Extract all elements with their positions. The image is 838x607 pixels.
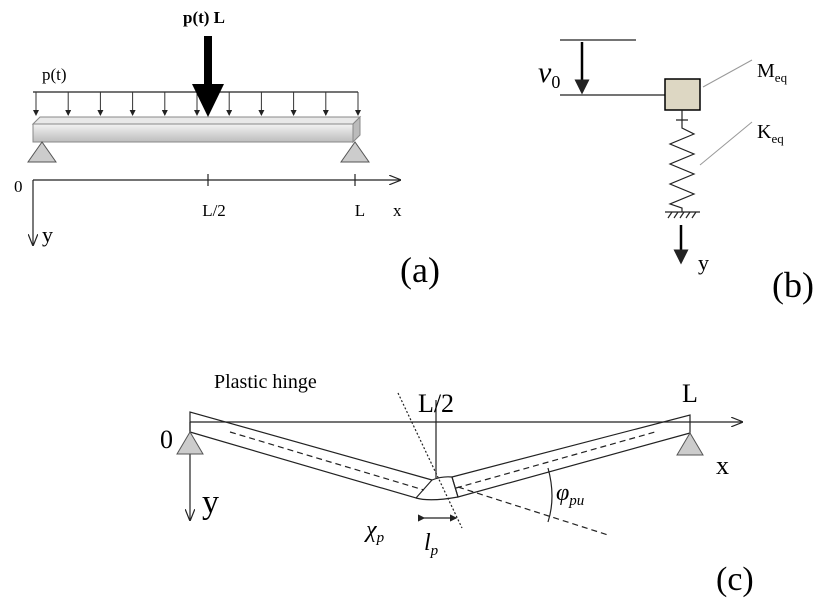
panel-c: 0 L/2 L x y Plastic hinge χp lp φpu (c) bbox=[160, 371, 754, 598]
sub: p bbox=[430, 543, 439, 559]
hinge bbox=[415, 476, 459, 501]
support bbox=[340, 141, 370, 163]
curvature-label: χp bbox=[364, 517, 385, 546]
base: χ bbox=[364, 517, 378, 543]
beam-left bbox=[189, 411, 434, 499]
hinge-label: Plastic hinge bbox=[214, 371, 317, 393]
base: l bbox=[424, 530, 431, 556]
x-label: x bbox=[393, 201, 402, 220]
angle-arc bbox=[547, 467, 553, 523]
sub: eq bbox=[775, 70, 788, 85]
support bbox=[176, 431, 204, 455]
origin-label: 0 bbox=[14, 177, 23, 196]
beam-right bbox=[451, 414, 691, 498]
displacement-label: v0 bbox=[538, 56, 560, 92]
panel-a: p(t) L p(t) 0 L/2 L x y (a) bbox=[14, 8, 440, 290]
y-label: y bbox=[202, 484, 219, 521]
end-label: L bbox=[355, 201, 365, 220]
panel-b: v0 y Meq Keq (b) bbox=[538, 39, 814, 305]
leader bbox=[699, 121, 753, 166]
point-load-label: p(t) L bbox=[183, 8, 225, 27]
beam bbox=[32, 123, 354, 143]
panel-label: (b) bbox=[772, 265, 814, 305]
point-load-head bbox=[192, 84, 224, 117]
load-label: p(t) bbox=[42, 65, 67, 84]
leader bbox=[702, 59, 753, 88]
mid-label: L/2 bbox=[418, 389, 454, 418]
extension bbox=[457, 486, 609, 536]
hinge-leader bbox=[397, 392, 463, 529]
end-label: L bbox=[682, 379, 698, 408]
mass-label: Meq bbox=[757, 60, 788, 85]
rotation-label: φpu bbox=[556, 480, 584, 509]
sub: eq bbox=[771, 131, 784, 146]
support bbox=[27, 141, 57, 163]
panel-label: (a) bbox=[400, 250, 440, 290]
length-label: lp bbox=[424, 530, 439, 559]
beam-side bbox=[352, 115, 361, 144]
support bbox=[676, 432, 704, 456]
beam-top bbox=[31, 116, 362, 125]
panel-label: (c) bbox=[716, 561, 754, 598]
sub: p bbox=[376, 530, 385, 546]
x-label: x bbox=[716, 451, 729, 480]
base: K bbox=[757, 121, 772, 143]
axis-dashed bbox=[229, 431, 656, 491]
stiffness-label: Keq bbox=[757, 121, 784, 146]
y-label: y bbox=[698, 250, 709, 275]
load-arrows bbox=[33, 92, 361, 116]
base: φ bbox=[556, 480, 569, 506]
base: M bbox=[757, 60, 775, 82]
origin-label: 0 bbox=[160, 425, 173, 454]
hatch bbox=[667, 211, 697, 219]
mass bbox=[664, 78, 701, 111]
sub: 0 bbox=[551, 72, 560, 92]
mid-label: L/2 bbox=[202, 201, 226, 220]
y-label: y bbox=[42, 222, 53, 247]
sub: pu bbox=[568, 493, 584, 509]
spring bbox=[668, 110, 696, 212]
base: v bbox=[538, 56, 552, 89]
